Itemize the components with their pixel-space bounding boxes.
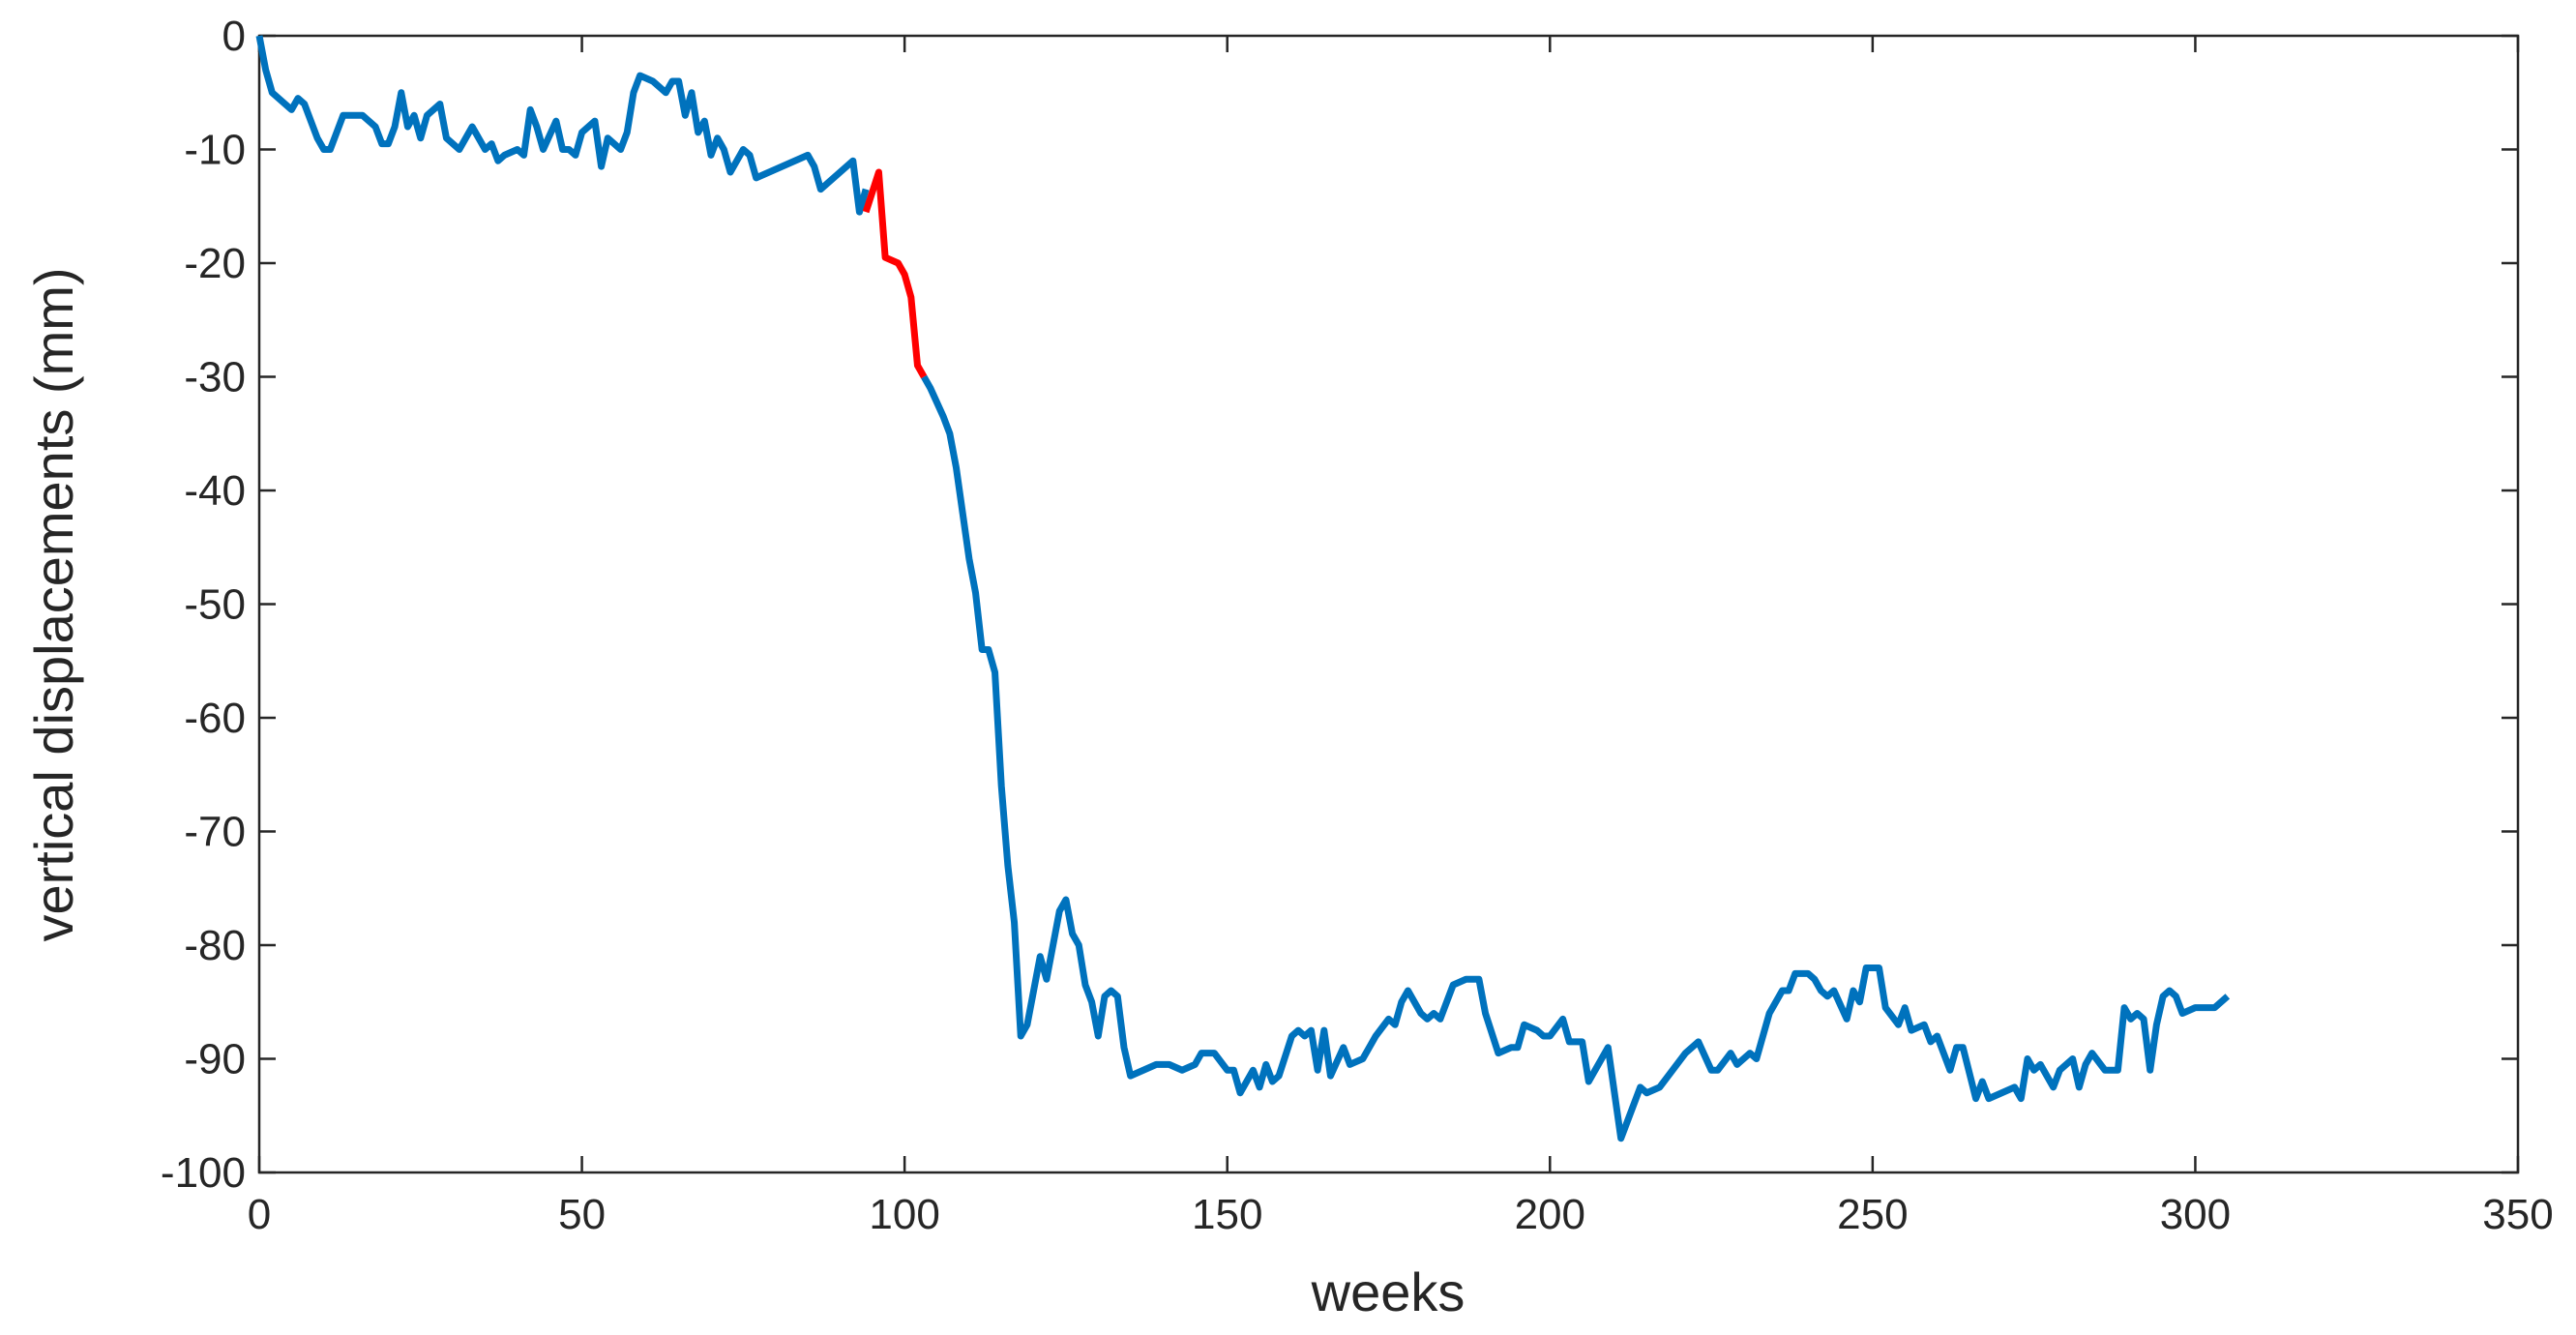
x-tick-label: 350 <box>2482 1191 2553 1238</box>
data-line <box>255 35 2231 1142</box>
y-tick-label: -10 <box>184 127 246 174</box>
y-tick-label: -50 <box>184 581 246 629</box>
y-tick-label: -30 <box>184 354 246 401</box>
y-tick-label: -60 <box>184 695 246 742</box>
x-tick-label: 300 <box>2160 1191 2231 1238</box>
y-axis-label: vertical displacements (mm) <box>23 267 84 941</box>
x-tick-label: 0 <box>248 1191 271 1238</box>
x-axis-label: weeks <box>1311 1261 1466 1322</box>
y-tick-label: -70 <box>184 809 246 856</box>
y-tick-label: 0 <box>222 13 246 60</box>
x-tick-label: 250 <box>1837 1191 1908 1238</box>
y-tick-label: -40 <box>184 467 246 515</box>
y-tick-label: -100 <box>161 1149 246 1197</box>
x-tick-label: 100 <box>869 1191 939 1238</box>
y-tick-label: -90 <box>184 1036 246 1083</box>
x-tick-label: 200 <box>1515 1191 1585 1238</box>
y-tick-label: -20 <box>184 240 246 287</box>
x-tick-label: 50 <box>558 1191 606 1238</box>
data-line <box>862 168 928 379</box>
x-tick-label: 150 <box>1192 1191 1262 1238</box>
y-tick-label: -80 <box>184 922 246 969</box>
